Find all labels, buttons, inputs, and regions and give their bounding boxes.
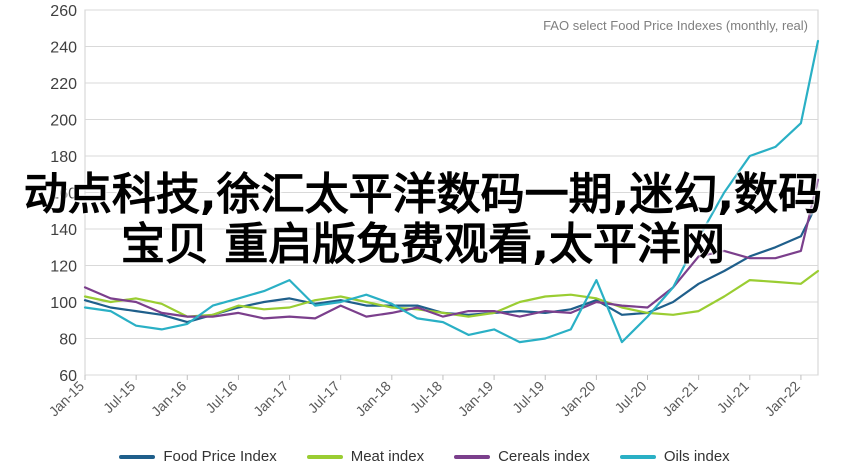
x-tick-label: Jan-19	[455, 378, 497, 420]
x-tick-label: Jul-21	[714, 378, 752, 416]
x-tick-label: Jul-18	[407, 378, 445, 416]
chart-legend: Food Price Index Meat index Cereals index O…	[0, 448, 849, 465]
legend-swatch	[619, 454, 656, 459]
legend-item: Oils index	[619, 448, 730, 465]
x-tick-label: Jul-15	[100, 378, 138, 416]
x-tick-label: Jan-18	[352, 378, 394, 420]
x-tick-label: Jan-21	[659, 378, 701, 420]
x-tick-label: Jan-20	[557, 378, 599, 420]
legend-swatch	[119, 454, 156, 459]
y-tick-label: 100	[50, 295, 77, 312]
y-tick-label: 260	[50, 3, 77, 20]
y-tick-label: 120	[50, 259, 77, 276]
x-tick-label: Jan-22	[761, 378, 803, 420]
series-line-oils-index	[83, 39, 820, 344]
legend-item: Cereals index	[454, 448, 590, 465]
y-tick-label: 180	[50, 149, 77, 166]
legend-swatch	[454, 454, 491, 459]
y-tick-label: 140	[50, 222, 77, 239]
x-tick-label: Jul-17	[305, 378, 343, 416]
y-tick-label: 60	[59, 368, 77, 385]
x-tick-label: Jan-17	[250, 378, 292, 420]
series-line-cereals-index	[83, 178, 820, 320]
legend-item: Food Price Index	[119, 448, 277, 465]
series-line-meat-index	[83, 269, 820, 318]
legend-item: Meat index	[306, 448, 425, 465]
x-tick-label: Jul-20	[611, 378, 649, 416]
legend-label: Food Price Index	[163, 448, 277, 465]
legend-label: Meat index	[350, 448, 425, 465]
legend-label: Cereals index	[498, 448, 590, 465]
x-tick-label: Jul-19	[509, 378, 547, 416]
legend-swatch	[306, 454, 343, 459]
x-tick-label: Jul-16	[202, 378, 240, 416]
y-tick-label: 80	[59, 332, 77, 349]
y-tick-label: 160	[50, 186, 77, 203]
y-tick-label: 220	[50, 76, 77, 93]
legend-label: Oils index	[663, 448, 730, 465]
y-tick-label: 200	[50, 113, 77, 130]
x-tick-label: Jan-16	[148, 378, 190, 420]
y-tick-label: 240	[50, 40, 77, 57]
chart-title: FAO select Food Price Indexes (monthly, …	[543, 18, 808, 33]
